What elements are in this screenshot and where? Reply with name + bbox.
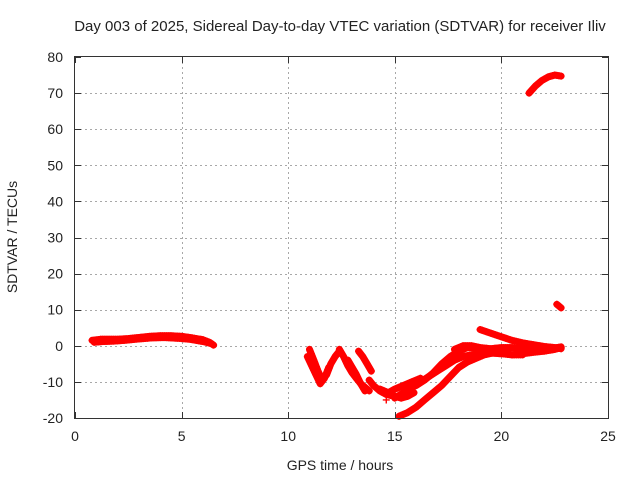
y-tick-label: 60 — [47, 121, 63, 137]
data-series-sdtvar — [88, 71, 565, 420]
data-point — [557, 304, 565, 312]
grid — [75, 57, 608, 418]
y-tick-label: 40 — [47, 193, 63, 209]
data-track — [344, 356, 369, 395]
y-tick-label: 20 — [47, 266, 63, 282]
data-point — [556, 303, 564, 311]
y-tick-label: 50 — [47, 157, 63, 173]
y-tick-label: 10 — [47, 302, 63, 318]
x-tick-label: 10 — [280, 428, 296, 444]
data-track — [355, 347, 375, 375]
chart-title: Day 003 of 2025, Sidereal Day-to-day VTE… — [74, 18, 606, 35]
y-tick-label: -20 — [43, 410, 63, 426]
data-point — [325, 363, 333, 371]
data-track — [476, 326, 565, 353]
data-point — [557, 345, 565, 353]
x-tick-label: 20 — [494, 428, 510, 444]
data-track — [90, 333, 215, 348]
x-axis-label: GPS time / hours — [287, 457, 394, 473]
x-tick-label: 0 — [71, 428, 79, 444]
data-track — [525, 71, 565, 97]
data-point — [367, 367, 375, 375]
x-tick-label: 25 — [600, 428, 616, 444]
data-point — [536, 78, 544, 86]
data-track — [395, 349, 497, 420]
data-point — [557, 72, 565, 80]
data-track — [404, 344, 527, 393]
x-tick-label: 15 — [387, 428, 403, 444]
x-tick-label: 5 — [178, 428, 186, 444]
data-point — [207, 340, 215, 348]
y-tick-label: 80 — [47, 49, 63, 65]
axis-ticks: 0 5 10 15 20 25 -20 -10 0 10 20 30 40 50 60 70 80 — [43, 49, 616, 444]
y-tick-label: -10 — [43, 374, 63, 390]
data-point — [382, 396, 390, 404]
data-point — [361, 387, 369, 395]
data-track — [303, 353, 333, 388]
y-tick-label: 0 — [55, 338, 63, 354]
y-tick-label: 70 — [47, 85, 63, 101]
data-track — [553, 300, 565, 312]
y-tick-label: 30 — [47, 230, 63, 246]
data-point — [410, 389, 418, 397]
y-axis-label: SDTVAR / TECUs — [4, 181, 20, 293]
plot-frame — [74, 56, 609, 419]
